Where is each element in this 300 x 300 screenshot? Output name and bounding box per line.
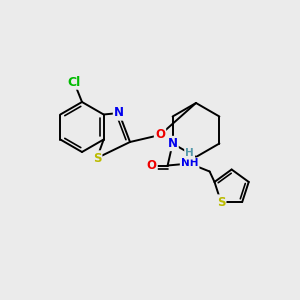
Text: NH: NH xyxy=(181,158,198,169)
Text: N: N xyxy=(114,106,124,119)
Text: O: O xyxy=(147,159,157,172)
Text: N: N xyxy=(168,137,178,150)
Text: S: S xyxy=(93,152,101,164)
Text: S: S xyxy=(217,196,225,208)
Text: H: H xyxy=(185,148,194,158)
Text: Cl: Cl xyxy=(68,76,81,88)
Text: O: O xyxy=(155,128,165,142)
